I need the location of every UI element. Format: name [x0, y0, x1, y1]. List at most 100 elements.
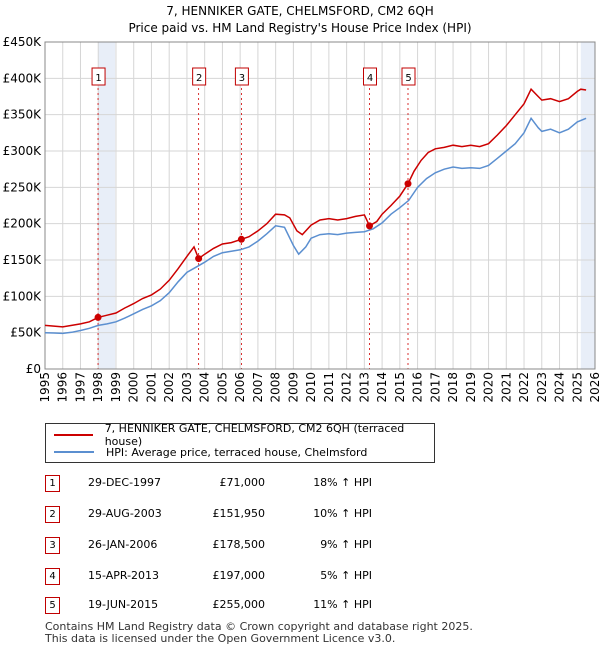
transaction-price: £71,000	[219, 476, 266, 489]
plot-frame	[44, 41, 596, 370]
chart-legend: 7, HENNIKER GATE, CHELMSFORD, CM2 6QH (t…	[45, 422, 435, 463]
table-row: 4 15-APR-2013 £197,000 5% ↑ HPI	[0, 568, 600, 588]
y-tick-label: £350K	[3, 108, 43, 122]
table-row: 2 29-AUG-2003 £151,950 10% ↑ HPI	[0, 506, 600, 526]
x-tick-label: 2015	[393, 372, 407, 403]
x-tick-label: 2006	[233, 372, 247, 403]
x-tick-label: 2019	[464, 372, 478, 403]
price-paid-line	[44, 87, 587, 328]
transaction-date: 29-AUG-2003	[88, 507, 162, 520]
transaction-number: 4	[45, 568, 60, 585]
transaction-number: 5	[45, 597, 60, 614]
sale-point	[237, 235, 245, 243]
transaction-number: 3	[45, 537, 60, 554]
sale-marker-number: 3	[239, 73, 245, 84]
sale-point	[94, 313, 102, 321]
x-tick-label: 1999	[109, 372, 123, 403]
transaction-hpi: 10% ↑ HPI	[313, 507, 372, 520]
x-tick-label: 2003	[180, 372, 194, 403]
legend-item-price: 7, HENNIKER GATE, CHELMSFORD, CM2 6QH (t…	[54, 422, 434, 448]
sale-marker-label: 1	[91, 67, 106, 86]
sale-marker-label: 3	[234, 67, 249, 86]
x-tick-label: 1997	[73, 372, 87, 403]
legend-label-price: 7, HENNIKER GATE, CHELMSFORD, CM2 6QH (t…	[104, 422, 405, 448]
x-tick-label: 1995	[38, 372, 52, 403]
table-row: 5 19-JUN-2015 £255,000 11% ↑ HPI	[0, 597, 600, 617]
transaction-hpi: 9% ↑ HPI	[320, 538, 372, 551]
sale-marker-number: 1	[95, 73, 101, 84]
y-tick-label: £0	[26, 362, 41, 376]
transaction-date: 15-APR-2013	[88, 569, 160, 582]
x-tick-label: 2005	[215, 372, 229, 403]
x-tick-label: 2009	[286, 372, 300, 403]
sale-marker-label: 5	[401, 67, 416, 86]
transaction-hpi: 11% ↑ HPI	[313, 598, 372, 611]
chart-title: 7, HENNIKER GATE, CHELMSFORD, CM2 6QH	[166, 4, 434, 18]
shaded-period	[580, 42, 595, 369]
x-tick-label: 2007	[251, 372, 265, 403]
x-tick-label: 2022	[517, 372, 531, 403]
x-tick-label: 2021	[499, 372, 513, 403]
x-tick-label: 2026	[588, 372, 600, 403]
y-tick-label: £200K	[3, 217, 43, 231]
x-tick-label: 2004	[198, 372, 212, 403]
sale-marker-box	[192, 67, 207, 86]
transaction-date: 19-JUN-2015	[88, 598, 159, 611]
x-tick-label: 2018	[446, 372, 460, 403]
y-tick-label: £400K	[3, 71, 43, 85]
transaction-hpi: 5% ↑ HPI	[320, 569, 372, 582]
transaction-date: 29-DEC-1997	[88, 476, 162, 489]
legend-label-hpi: HPI: Average price, terraced house, Chel…	[106, 445, 368, 459]
sale-marker-number: 2	[196, 73, 202, 84]
plot-background	[45, 42, 595, 369]
x-tick-label: 2023	[535, 372, 549, 403]
transaction-price: £255,000	[212, 598, 266, 611]
sale-point	[404, 180, 412, 188]
footer-copyright: Contains HM Land Registry data © Crown c…	[45, 620, 473, 633]
sale-point	[366, 222, 373, 230]
legend-swatch-price	[54, 434, 93, 436]
x-tick-label: 2014	[375, 372, 389, 403]
y-tick-label: £250K	[3, 180, 43, 194]
x-tick-label: 2025	[570, 372, 584, 403]
sale-marker-number: 5	[405, 73, 411, 84]
hpi-line	[44, 116, 587, 335]
x-tick-label: 2000	[127, 372, 141, 403]
y-tick-label: £50K	[10, 326, 42, 340]
x-tick-label: 2011	[322, 372, 336, 403]
table-row: 1 29-DEC-1997 £71,000 18% ↑ HPI	[0, 475, 600, 495]
x-tick-label: 2020	[482, 372, 496, 403]
x-tick-label: 2010	[304, 372, 318, 403]
footer-license: This data is licensed under the Open Gov…	[45, 632, 396, 645]
transaction-price: £178,500	[212, 538, 266, 551]
transaction-hpi: 18% ↑ HPI	[313, 476, 372, 489]
sale-marker-box	[91, 67, 106, 86]
x-tick-label: 2024	[553, 372, 567, 403]
legend-swatch-hpi	[54, 451, 94, 453]
x-tick-label: 1998	[91, 372, 105, 403]
sale-marker-box	[363, 67, 377, 86]
x-tick-label: 2016	[411, 372, 425, 403]
sale-point	[195, 255, 203, 263]
y-tick-label: £300K	[3, 144, 43, 158]
x-tick-label: 2002	[162, 372, 176, 403]
y-tick-label: £100K	[3, 289, 43, 303]
sale-marker-label: 4	[363, 67, 377, 86]
shaded-period	[98, 42, 116, 369]
legend-item-hpi: HPI: Average price, terraced house, Chel…	[54, 444, 367, 460]
x-tick-label: 2012	[340, 372, 354, 403]
y-tick-label: £450K	[3, 35, 43, 49]
x-tick-label: 2008	[269, 372, 283, 403]
x-tick-label: 2013	[357, 372, 371, 403]
x-tick-label: 1996	[56, 372, 70, 403]
transaction-price: £151,950	[212, 507, 266, 520]
transaction-number: 1	[45, 475, 60, 492]
sale-marker-label: 2	[192, 67, 207, 86]
transaction-price: £197,000	[212, 569, 266, 582]
x-tick-label: 2001	[144, 372, 158, 403]
table-row: 3 26-JAN-2006 £178,500 9% ↑ HPI	[0, 537, 600, 557]
sale-marker-box	[234, 67, 249, 86]
price-chart: 1 2 3 4 5 £0 £50K £100K £150K £200K £250K £300K £350…	[3, 35, 600, 403]
y-tick-label: £150K	[3, 253, 43, 267]
sale-marker-box	[401, 67, 416, 86]
